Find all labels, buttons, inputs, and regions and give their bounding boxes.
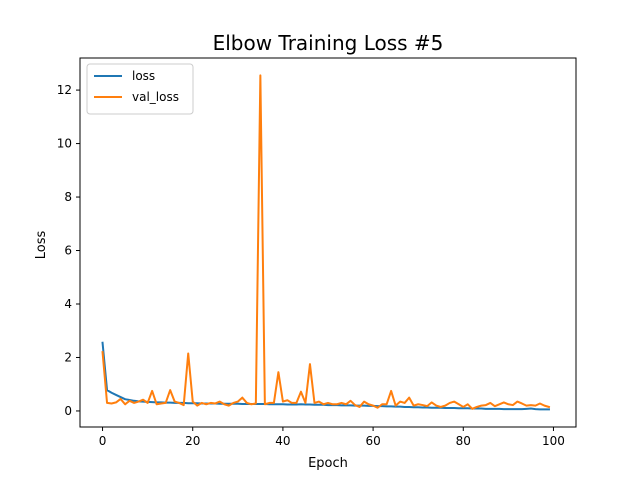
y-axis-label: Loss [34, 231, 49, 260]
x-tick-label: 100 [542, 434, 565, 448]
legend-label-loss: loss [132, 69, 155, 83]
legend: loss val_loss [86, 63, 194, 115]
y-tick-label: 0 [64, 404, 72, 418]
plot-area: 0 20 40 60 80 100 0 2 4 6 8 10 12 [57, 57, 577, 448]
x-tick-label: 80 [456, 434, 471, 448]
y-tick-label: 12 [57, 83, 72, 97]
y-tick-label: 10 [57, 137, 72, 151]
x-axis-ticks: 0 20 40 60 80 100 [99, 427, 565, 448]
x-tick-label: 40 [275, 434, 290, 448]
chart-title: Elbow Training Loss #5 [213, 31, 444, 55]
y-tick-label: 6 [64, 244, 72, 258]
x-tick-label: 60 [365, 434, 380, 448]
series-layer [101, 74, 551, 411]
legend-label-val-loss: val_loss [132, 90, 179, 104]
y-axis-ticks: 0 2 4 6 8 10 12 [57, 83, 80, 418]
series-line-val-loss [101, 74, 551, 410]
x-tick-label: 20 [185, 434, 200, 448]
plot-frame [79, 57, 577, 428]
y-tick-label: 2 [64, 350, 72, 364]
y-tick-label: 4 [64, 297, 72, 311]
x-tick-label: 0 [99, 434, 107, 448]
x-axis-label: Epoch [308, 456, 348, 471]
y-tick-label: 8 [64, 190, 72, 204]
